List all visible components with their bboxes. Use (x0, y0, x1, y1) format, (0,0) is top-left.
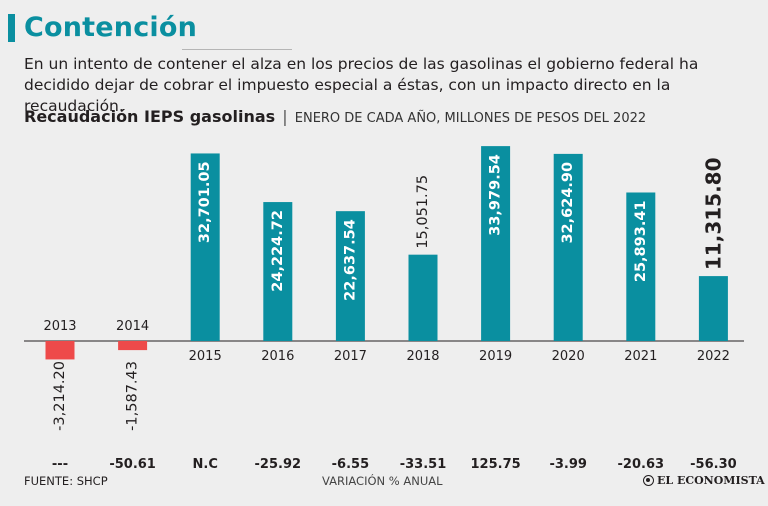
year-label-2013: 2013 (43, 319, 76, 334)
chart-title: Recaudación IEPS gasolinas (24, 107, 276, 126)
year-label-2014: 2014 (116, 319, 149, 334)
logo-text: EL ECONOMISTA (657, 474, 765, 487)
chart-subtitle: ENERO DE CADA AÑO, MILLONES DE PESOS DEL… (294, 111, 647, 126)
variation-label-2014: -50.61 (109, 457, 156, 472)
variation-label-2017: -6.55 (332, 457, 369, 472)
value-label-2022: 11,315.80 (701, 157, 725, 270)
chart-title-separator: | (282, 107, 288, 126)
year-label-2021: 2021 (624, 349, 657, 364)
bar-2016 (263, 202, 293, 341)
bar-2022 (698, 276, 728, 341)
year-label-2019: 2019 (479, 349, 512, 364)
value-label-2016: 24,224.72 (270, 210, 286, 292)
variation-label-2013: --- (52, 457, 68, 472)
value-label-2019: 33,979.54 (488, 154, 504, 236)
title-accent-bar (8, 14, 15, 42)
description: En un intento de contener el alza en los… (24, 55, 699, 115)
variation-label-2022: -56.30 (690, 457, 737, 472)
variation-label-2018: -33.51 (400, 457, 447, 472)
year-label-2022: 2022 (697, 349, 730, 364)
year-label-2018: 2018 (406, 349, 439, 364)
page-title: Contención (24, 12, 198, 43)
value-label-2018: 15,051.75 (415, 175, 431, 249)
year-label-2017: 2017 (334, 349, 367, 364)
bar-2021 (626, 192, 656, 341)
bar-2014 (118, 341, 148, 351)
value-label-2013: -3,214.20 (52, 361, 68, 431)
variation-label-2016: -25.92 (255, 457, 302, 472)
bar-2017 (335, 211, 365, 341)
variation-axis-label: VARIACIÓN % ANUAL (322, 474, 443, 488)
value-label-2020: 32,624.90 (560, 162, 576, 244)
value-label-2021: 25,893.41 (633, 200, 649, 282)
variation-label-2019: 125.75 (471, 457, 521, 472)
variation-label-2015: N.C (193, 457, 218, 472)
chart-header: Recaudación IEPS gasolinas | ENERO DE CA… (24, 107, 646, 126)
value-label-2015: 32,701.05 (197, 161, 213, 243)
year-label-2016: 2016 (261, 349, 294, 364)
source-note: FUENTE: SHCP (24, 474, 108, 488)
year-label-2020: 2020 (552, 349, 585, 364)
publisher-logo: EL ECONOMISTA (643, 474, 765, 487)
variation-label-2020: -3.99 (549, 457, 586, 472)
bar-2013 (45, 341, 75, 360)
bar-2018 (408, 254, 438, 341)
value-label-2017: 22,637.54 (342, 219, 358, 301)
title-divider (182, 49, 292, 50)
year-label-2015: 2015 (189, 349, 222, 364)
logo-icon (643, 475, 654, 486)
bar-2019 (481, 146, 511, 341)
bar-2015 (190, 153, 220, 341)
value-label-2014: -1,587.43 (125, 361, 141, 431)
bar-2020 (553, 153, 583, 341)
variation-label-2021: -20.63 (618, 457, 665, 472)
